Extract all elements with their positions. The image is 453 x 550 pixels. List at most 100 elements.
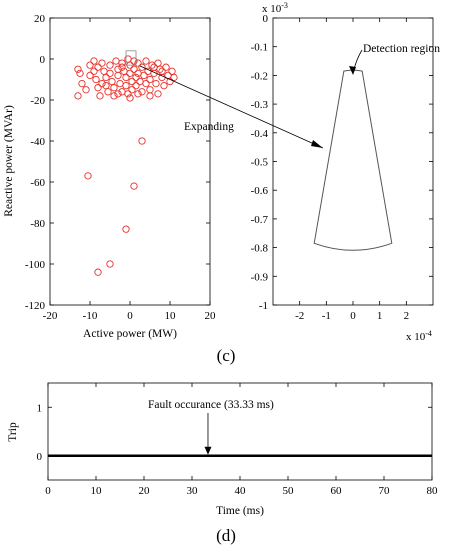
scatter-point xyxy=(114,71,122,80)
scatter-point xyxy=(152,79,160,88)
scatter-point xyxy=(106,260,114,268)
scatter-point xyxy=(118,63,126,71)
ytick-label: -0.1 xyxy=(251,42,268,54)
scatter-point xyxy=(112,57,120,65)
scatter-point xyxy=(134,59,142,67)
expanding-arrow xyxy=(139,65,324,149)
xtick-label: 2 xyxy=(404,310,410,322)
scatter-point xyxy=(138,63,146,71)
fault-arrowhead xyxy=(204,446,212,455)
ytick-label: -0.5 xyxy=(251,157,269,169)
scatter-point xyxy=(166,77,174,86)
scatter-xlabel: Active power (MW) xyxy=(83,328,177,340)
xtick-label: 20 xyxy=(139,485,151,497)
ytick-label: -0.8 xyxy=(251,243,269,255)
xtick-label: -1 xyxy=(322,310,331,322)
ytick-label: 20 xyxy=(34,13,46,25)
scatter-point xyxy=(90,57,98,65)
ytick-label: 0 xyxy=(263,13,269,25)
ytick-label: -0.2 xyxy=(251,70,268,82)
ytick-label: -120 xyxy=(25,300,46,312)
scatter-point xyxy=(94,84,102,92)
scatter-point xyxy=(78,79,86,88)
trip-plot-frame xyxy=(47,382,433,481)
trip-panel: 10 0 10 20 30 40 50 60 70 80 Trip Time (ms) Faul… xyxy=(7,382,438,517)
xtick-label: 0 xyxy=(350,310,356,322)
scatter-point xyxy=(106,61,114,69)
scatter-point xyxy=(122,82,130,90)
scatter-point xyxy=(160,82,168,90)
zoom-box xyxy=(125,50,137,66)
scatter-point xyxy=(96,92,104,100)
xtick-label: 10 xyxy=(165,310,177,322)
scatter-point xyxy=(162,63,170,71)
scatter-point xyxy=(122,73,130,82)
ytick-label: -0.4 xyxy=(251,128,269,140)
scatter-point xyxy=(86,61,94,69)
ytick-label: -20 xyxy=(30,95,45,107)
scatter-point xyxy=(128,86,136,94)
ytick-label: -0.6 xyxy=(251,185,269,197)
scatter-point xyxy=(132,82,140,90)
scatter-point xyxy=(118,59,126,67)
detection-region-panel: 0-0.1-0.2-0.3-0.4-0.5-0.6-0.7-0.8-0.9-1 … xyxy=(251,1,434,343)
xtick-label: 0 xyxy=(127,310,133,322)
ytick-label: -80 xyxy=(30,218,45,230)
scatter-point xyxy=(138,88,146,96)
ytick-label: 0 xyxy=(40,54,46,66)
expanding-label: Expanding xyxy=(184,121,234,133)
ytick-label: -0.3 xyxy=(251,99,269,111)
fault-label: Fault occurance (33.33 ms) xyxy=(148,399,274,411)
xtick-label: 1 xyxy=(377,310,383,322)
ytick-label: -40 xyxy=(30,136,45,148)
xtick-label: 10 xyxy=(91,485,103,497)
scatter-point xyxy=(158,67,166,75)
caption-c: (c) xyxy=(217,346,236,365)
scatter-point xyxy=(94,63,102,71)
xtick-label: 0 xyxy=(45,485,51,497)
scatter-ylabel: Reactive power (MVAr) xyxy=(3,105,15,217)
detection-region-arrowhead xyxy=(349,66,356,75)
xtick-label: -10 xyxy=(83,310,98,322)
trip-xlabel: Time (ms) xyxy=(216,505,264,517)
scatter-point xyxy=(124,90,132,98)
scatter-point xyxy=(94,268,102,276)
scatter-point xyxy=(126,94,134,102)
scatter-point xyxy=(150,63,158,71)
scatter-point xyxy=(82,86,90,94)
xtick-label: 60 xyxy=(331,485,343,497)
ytick-label: 1 xyxy=(37,402,43,414)
scatter-point xyxy=(134,69,142,78)
scatter-point xyxy=(132,73,140,82)
scatter-point xyxy=(106,69,114,78)
panel-c-annotations: Expanding Detection region xyxy=(139,43,440,149)
scatter-point xyxy=(142,57,150,65)
scatter-point xyxy=(146,86,154,94)
scatter-point xyxy=(90,67,98,75)
scatter-point xyxy=(102,82,110,90)
detection-region-shape xyxy=(313,69,393,251)
scatter-point xyxy=(110,84,118,92)
scatter-point xyxy=(114,65,122,73)
scatter-point xyxy=(110,92,118,100)
x-multiplier: x 10-4 xyxy=(406,329,432,343)
xtick-label: 20 xyxy=(205,310,217,322)
scatter-point xyxy=(126,69,134,78)
scatter-point xyxy=(74,65,82,73)
scatter-point xyxy=(138,137,146,145)
scatter-point xyxy=(84,172,92,180)
scatter-point xyxy=(108,77,116,86)
scatter-point xyxy=(134,90,142,98)
xtick-label: 50 xyxy=(283,485,295,497)
scatter-point xyxy=(92,75,100,84)
scatter-point xyxy=(76,69,84,78)
scatter-point xyxy=(116,79,124,88)
ytick-label: -0.7 xyxy=(251,214,269,226)
scatter-point xyxy=(154,90,162,98)
scatter-point xyxy=(170,73,178,82)
scatter-point xyxy=(102,73,110,82)
scatter-point xyxy=(104,88,112,96)
region-plot-frame xyxy=(272,17,434,306)
scatter-point xyxy=(86,71,94,80)
